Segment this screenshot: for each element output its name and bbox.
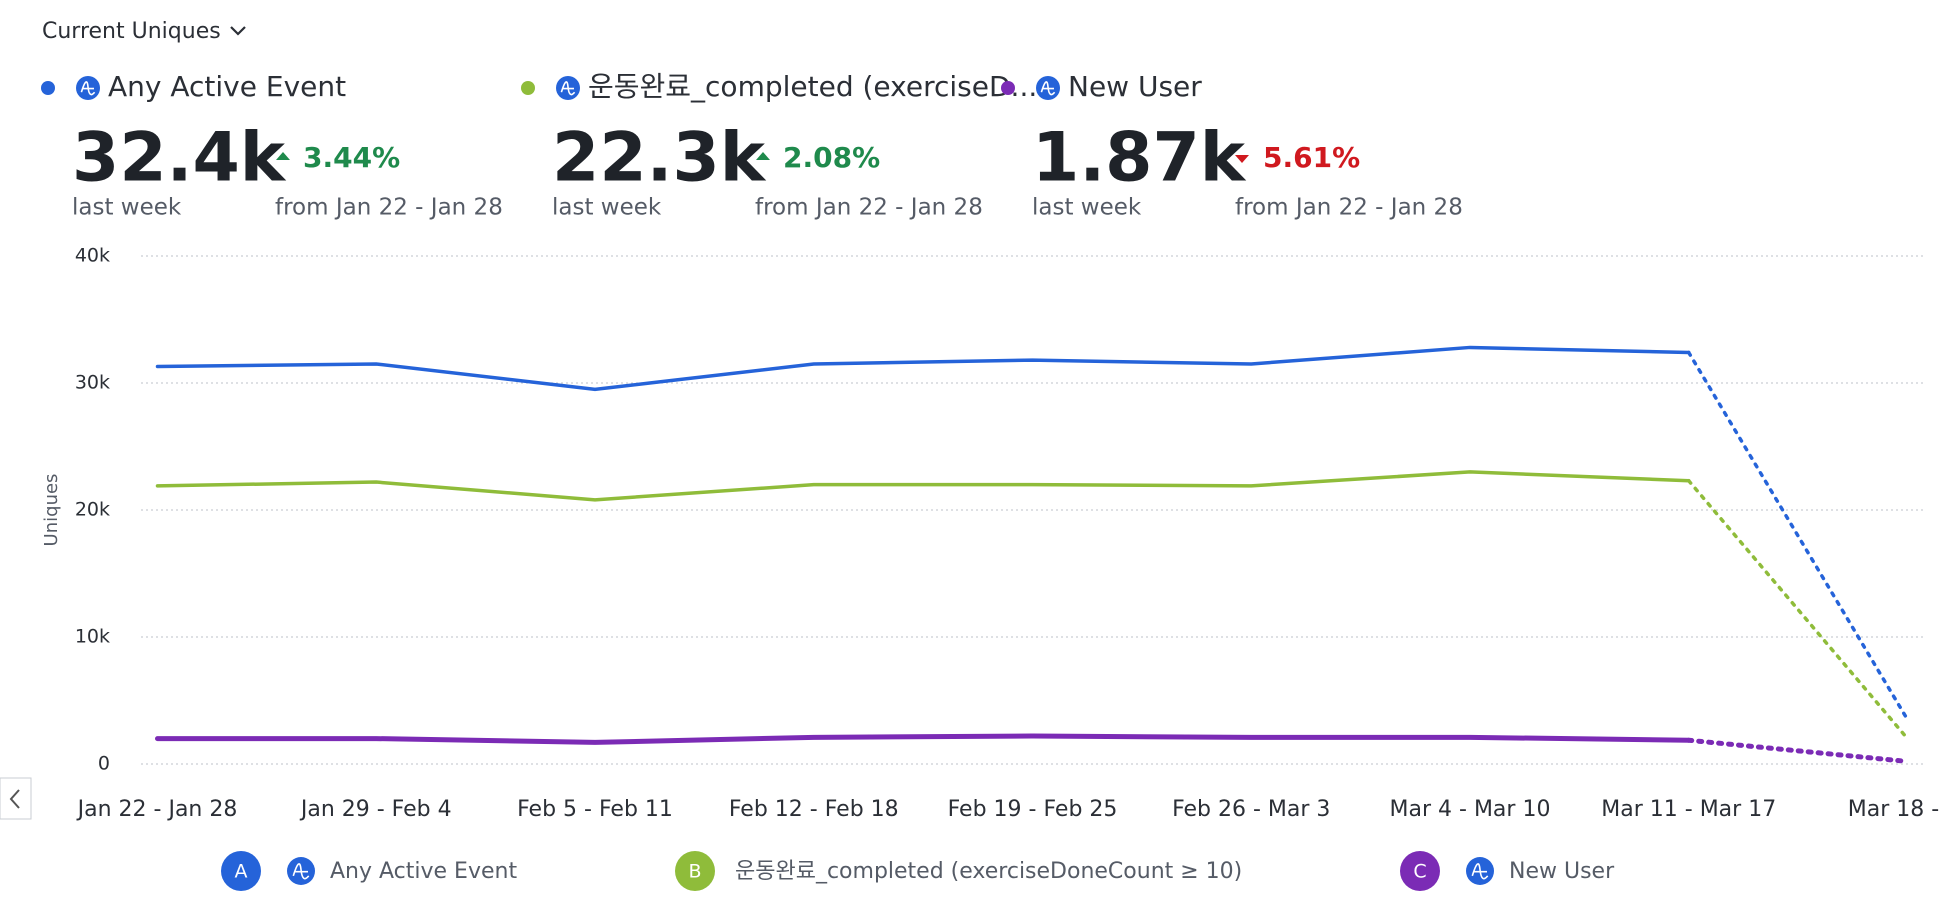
x-tick-label: Jan 29 - Feb 4: [299, 797, 452, 822]
series-line-incomplete: [1687, 350, 1910, 722]
event-icon-glyph: [80, 81, 96, 96]
x-tick-label: Feb 26 - Mar 3: [1172, 797, 1330, 822]
x-tick-label: Feb 5 - Feb 11: [517, 797, 673, 822]
card-name: New User: [1068, 70, 1202, 103]
series-line-incomplete: [1687, 479, 1910, 741]
legend-letter: B: [688, 861, 701, 883]
collapse-icon: [9, 789, 20, 809]
y-tick-label: 0: [98, 753, 110, 775]
card-name: 운동완료_completed (exerciseD...: [588, 70, 1037, 103]
legend-badge[interactable]: [221, 851, 261, 891]
card-value: 22.3k: [552, 119, 767, 198]
event-icon-glyph: [560, 81, 576, 96]
card-period: last week: [72, 195, 182, 221]
card-change: 3.44%: [303, 141, 400, 174]
legend-badge[interactable]: [675, 851, 715, 891]
legend-letter: A: [235, 861, 248, 883]
change-arrow: [1235, 155, 1249, 163]
dropdown-chevron[interactable]: [230, 26, 246, 36]
y-tick-label: 20k: [75, 499, 110, 521]
card-period: last week: [552, 195, 662, 221]
card-dot: [1001, 81, 1015, 95]
series-line-incomplete: [1686, 737, 1910, 764]
change-arrow: [276, 152, 290, 160]
change-arrow: [756, 152, 770, 160]
x-tick-label: Feb 19 - Feb 25: [948, 797, 1118, 822]
x-tick-label: Mar 11 - Mar 17: [1601, 797, 1776, 822]
event-icon-glyph: [1040, 81, 1056, 96]
series-line: [155, 345, 1691, 392]
card-period: last week: [1032, 195, 1142, 221]
card-change: 2.08%: [783, 141, 880, 174]
card-name: Any Active Event: [108, 70, 346, 103]
y-axis-label: Uniques: [41, 474, 62, 547]
x-tick-label: Mar 4 - Mar 10: [1390, 797, 1551, 822]
card-value: 1.87k: [1032, 119, 1247, 198]
card-dot: [41, 81, 55, 95]
series-line: [155, 733, 1692, 745]
collapse-button[interactable]: [0, 777, 32, 820]
x-tick-label: Jan 22 - Jan 28: [76, 797, 238, 822]
card-comparison: from Jan 22 - Jan 28: [275, 195, 503, 221]
legend-name: 운동완료_completed (exerciseDoneCount ≥ 10): [735, 859, 1242, 884]
card-change: 5.61%: [1263, 141, 1360, 174]
event-icon-glyph: [1471, 863, 1489, 880]
y-tick-label: 30k: [75, 372, 110, 394]
event-icon-glyph: [292, 863, 310, 880]
legend-letter: C: [1413, 861, 1426, 883]
legend-name: Any Active Event: [330, 859, 517, 884]
y-tick-label: 40k: [75, 245, 110, 267]
legend-badge[interactable]: [1400, 851, 1440, 891]
card-comparison: from Jan 22 - Jan 28: [755, 195, 983, 221]
y-tick-label: 10k: [75, 626, 110, 648]
x-tick-label: Mar 18 - ...: [1848, 797, 1948, 822]
x-tick-label: Feb 12 - Feb 18: [729, 797, 899, 822]
card-dot: [521, 81, 535, 95]
card-value: 32.4k: [72, 119, 287, 198]
series-line: [155, 470, 1691, 502]
card-comparison: from Jan 22 - Jan 28: [1235, 195, 1463, 221]
legend-name: New User: [1509, 859, 1615, 884]
metric-selector[interactable]: Current Uniques: [42, 19, 221, 44]
